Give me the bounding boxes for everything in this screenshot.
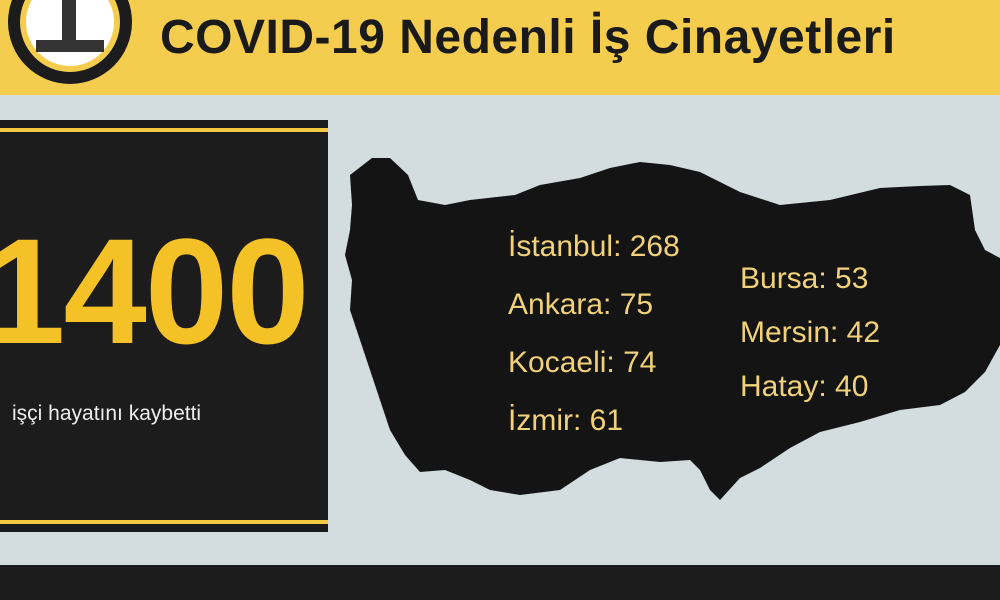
city-count: İzmir: 61 bbox=[508, 404, 624, 437]
footer-band bbox=[0, 565, 1000, 600]
logo bbox=[8, 0, 132, 84]
city-count: İstanbul: 268 bbox=[508, 230, 680, 263]
city-count: Hatay: 40 bbox=[740, 370, 869, 403]
city-count: Kocaeli: 74 bbox=[508, 346, 657, 379]
divider bbox=[0, 128, 328, 132]
title: COVID-19 Nedenli İş Cinayetleri bbox=[160, 11, 896, 64]
city-count: Bursa: 53 bbox=[740, 262, 869, 295]
divider bbox=[0, 520, 328, 524]
stat-caption: işçi hayatını kaybetti bbox=[12, 402, 202, 425]
city-count: Ankara: 75 bbox=[508, 288, 654, 321]
stat-box bbox=[0, 120, 328, 532]
city-count: Mersin: 42 bbox=[740, 316, 881, 349]
header-band bbox=[0, 0, 1000, 95]
stat-number: 1400 bbox=[0, 207, 310, 375]
